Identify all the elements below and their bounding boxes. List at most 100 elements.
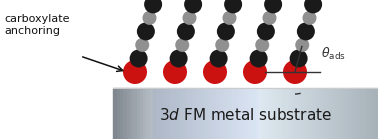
Bar [308,88,312,139]
Bar [332,88,335,139]
Bar [259,88,262,139]
Circle shape [290,49,308,67]
Bar [203,88,206,139]
Bar [226,88,229,139]
Bar [173,88,176,139]
Bar [355,88,358,139]
Bar [335,88,338,139]
Circle shape [257,22,275,40]
Circle shape [304,0,322,13]
Circle shape [163,60,187,84]
Bar [246,88,249,139]
Circle shape [184,0,202,13]
Bar [160,88,163,139]
Bar [212,88,216,139]
Bar [189,88,193,139]
Circle shape [203,60,227,84]
Bar [352,88,355,139]
Bar [117,88,120,139]
Circle shape [210,49,228,67]
Bar [371,88,375,139]
Bar [209,88,212,139]
Bar [289,88,292,139]
Bar [113,88,117,139]
Bar [338,88,342,139]
Bar [193,88,196,139]
Bar [265,88,269,139]
Circle shape [283,60,307,84]
Bar [156,88,160,139]
Bar [242,88,246,139]
Bar [256,88,259,139]
Circle shape [302,11,316,25]
Bar [120,88,123,139]
Bar [272,88,276,139]
Bar [146,88,150,139]
Bar [285,88,289,139]
Circle shape [295,38,309,52]
Bar [140,88,143,139]
Bar [239,88,242,139]
Bar [299,88,302,139]
Bar [219,88,223,139]
Bar [229,88,232,139]
Bar [295,88,299,139]
Bar [206,88,209,139]
Bar [153,88,156,139]
Circle shape [183,11,197,25]
Circle shape [137,22,155,40]
Circle shape [223,11,237,25]
Bar [186,88,189,139]
Bar [183,88,186,139]
Bar [216,88,219,139]
Circle shape [143,11,156,25]
Circle shape [249,49,268,67]
Bar [348,88,352,139]
Bar [236,88,239,139]
Circle shape [175,38,189,52]
Circle shape [217,22,235,40]
Circle shape [135,38,149,52]
Bar [143,88,146,139]
Circle shape [215,38,229,52]
Bar [375,88,378,139]
Bar [166,88,170,139]
Bar [170,88,173,139]
Bar [223,88,226,139]
Circle shape [177,22,195,40]
Text: $\theta_{\rm ads}$: $\theta_{\rm ads}$ [321,46,346,62]
Circle shape [130,49,148,67]
Bar [133,88,136,139]
Bar [282,88,285,139]
Bar [136,88,140,139]
Bar [312,88,315,139]
Circle shape [123,60,147,84]
Bar [302,88,305,139]
Circle shape [224,0,242,13]
Bar [325,88,328,139]
Bar [328,88,332,139]
Bar [358,88,361,139]
Bar [365,88,368,139]
Circle shape [262,11,276,25]
Bar [292,88,295,139]
Text: carboxylate
anchoring: carboxylate anchoring [4,14,70,36]
Bar [345,88,348,139]
Bar [315,88,318,139]
Bar [127,88,130,139]
Bar [176,88,180,139]
Bar [279,88,282,139]
Bar [232,88,236,139]
Bar [163,88,166,139]
Bar [196,88,200,139]
Circle shape [144,0,162,13]
Circle shape [264,0,282,13]
Text: 3$d$ FM metal substrate: 3$d$ FM metal substrate [159,106,332,122]
Circle shape [255,38,269,52]
Bar [361,88,365,139]
Bar [253,88,256,139]
Bar [150,88,153,139]
Bar [262,88,265,139]
Bar [123,88,127,139]
Bar [368,88,371,139]
